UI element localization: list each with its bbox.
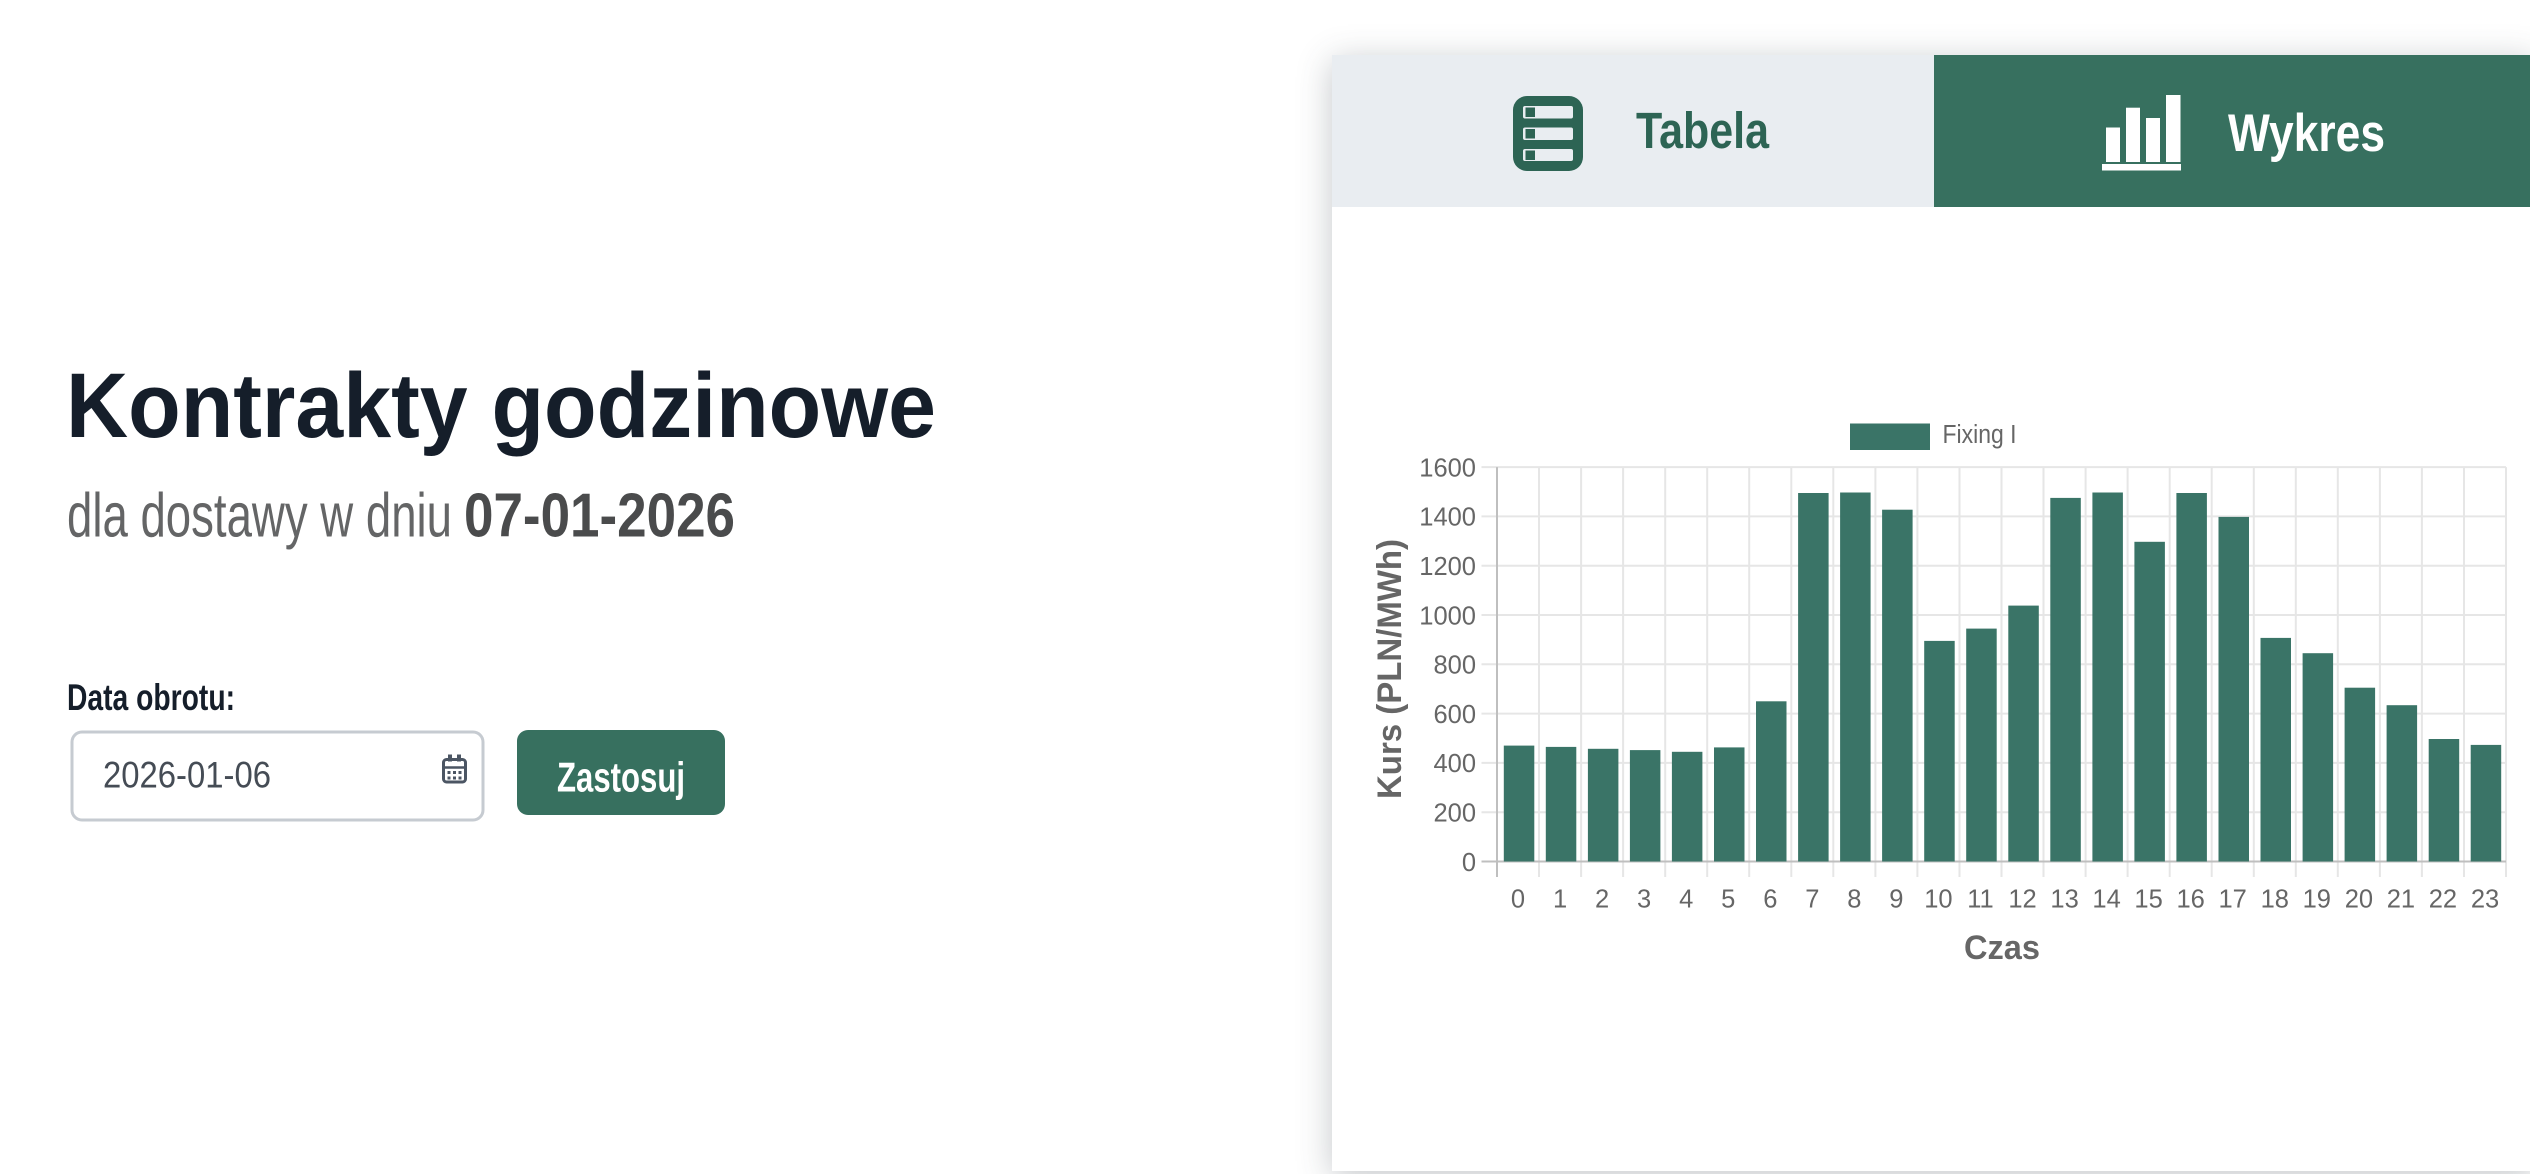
svg-text:800: 800	[1433, 652, 1476, 680]
svg-text:2026-01-06: 2026-01-06	[103, 755, 271, 796]
svg-text:19: 19	[2303, 886, 2331, 914]
svg-text:400: 400	[1433, 750, 1476, 778]
svg-text:Wykres: Wykres	[2228, 104, 2385, 163]
svg-text:22: 22	[2429, 886, 2457, 914]
svg-text:Kontrakty godzinowe: Kontrakty godzinowe	[66, 355, 936, 457]
svg-text:Fixing I: Fixing I	[1943, 421, 2017, 449]
svg-text:1400: 1400	[1419, 504, 1476, 532]
svg-text:11: 11	[1967, 886, 1993, 914]
svg-text:6: 6	[1763, 886, 1777, 914]
svg-text:200: 200	[1433, 800, 1476, 828]
svg-text:2: 2	[1595, 886, 1609, 914]
svg-text:15: 15	[2134, 886, 2162, 914]
svg-text:0: 0	[1511, 886, 1525, 914]
svg-text:dla dostawy w dniu: dla dostawy w dniu	[67, 482, 452, 551]
svg-text:18: 18	[2261, 886, 2289, 914]
svg-text:3: 3	[1637, 886, 1651, 914]
svg-text:600: 600	[1433, 701, 1476, 729]
svg-text:0: 0	[1462, 849, 1476, 877]
svg-text:1200: 1200	[1419, 553, 1476, 581]
svg-text:7: 7	[1805, 886, 1819, 914]
svg-text:5: 5	[1721, 886, 1735, 914]
svg-text:1: 1	[1553, 886, 1567, 914]
svg-text:21: 21	[2387, 886, 2415, 914]
svg-text:1600: 1600	[1419, 454, 1476, 482]
svg-text:4: 4	[1679, 886, 1693, 914]
svg-text:Zastosuj: Zastosuj	[557, 754, 685, 801]
svg-text:Czas: Czas	[1964, 929, 2040, 967]
svg-text:20: 20	[2345, 886, 2373, 914]
svg-text:9: 9	[1889, 886, 1903, 914]
svg-text:10: 10	[1924, 886, 1952, 914]
svg-text:Tabela: Tabela	[1636, 102, 1770, 159]
svg-text:23: 23	[2471, 886, 2499, 914]
svg-text:07-01-2026: 07-01-2026	[464, 482, 735, 551]
svg-text:16: 16	[2177, 886, 2205, 914]
svg-text:17: 17	[2219, 886, 2247, 914]
svg-text:14: 14	[2092, 886, 2120, 914]
svg-text:Data obrotu:: Data obrotu:	[67, 677, 235, 718]
svg-text:8: 8	[1847, 886, 1861, 914]
svg-text:1000: 1000	[1419, 602, 1476, 630]
svg-text:13: 13	[2050, 886, 2078, 914]
svg-text:12: 12	[2008, 886, 2036, 914]
svg-text:Kurs (PLN/MWh): Kurs (PLN/MWh)	[1371, 539, 1409, 799]
